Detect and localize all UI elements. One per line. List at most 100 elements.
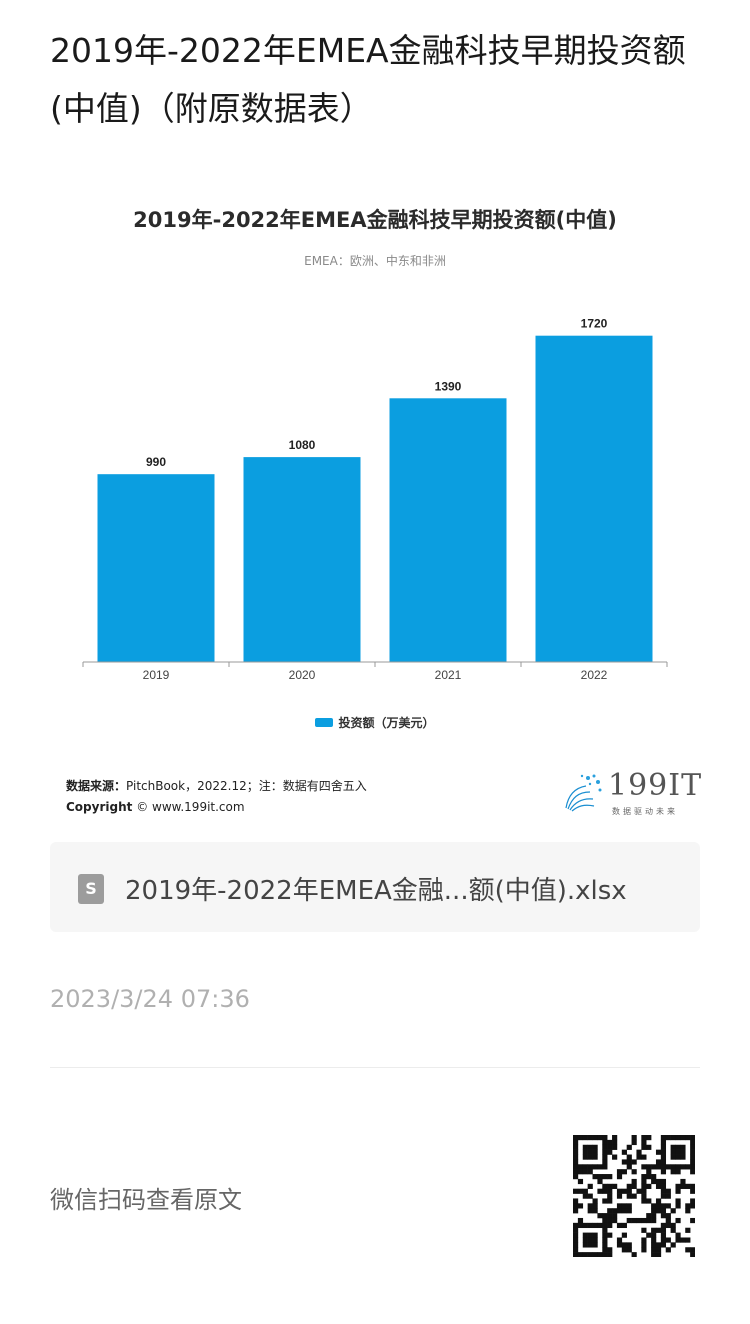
qr-module — [602, 1237, 608, 1243]
qr-module — [660, 1203, 667, 1209]
qr-module — [655, 1242, 662, 1248]
qr-module — [592, 1208, 598, 1214]
qr-module — [602, 1174, 608, 1180]
qr-module — [631, 1217, 637, 1224]
qr-module — [646, 1183, 652, 1189]
qr-module — [607, 1213, 613, 1219]
qr-module — [612, 1208, 618, 1214]
qr-module — [651, 1247, 657, 1253]
qr-module — [665, 1217, 671, 1224]
qr-module — [670, 1242, 676, 1248]
qr-module — [573, 1252, 579, 1257]
attachment-filename[interactable]: 2019年-2022年EMEA金融...额(中值).xlsx — [125, 876, 627, 906]
logo-text: 199IT — [608, 768, 703, 803]
qr-module — [675, 1203, 681, 1209]
qr-module — [660, 1227, 667, 1233]
qr-module — [675, 1164, 681, 1170]
qr-module — [631, 1252, 637, 1257]
qr-module — [651, 1208, 657, 1214]
qr-module — [582, 1149, 588, 1155]
qr-module — [616, 1193, 623, 1199]
file-icon-letter: S — [85, 879, 97, 898]
qr-module — [582, 1222, 588, 1229]
qr-module — [660, 1183, 667, 1189]
qr-module — [646, 1217, 652, 1224]
qr-module — [616, 1237, 623, 1243]
qr-module — [626, 1183, 632, 1189]
qr-module — [573, 1208, 579, 1214]
qr-module — [597, 1178, 603, 1185]
chart-legend: 投资额（万美元） — [50, 714, 700, 731]
qr-module — [616, 1188, 623, 1194]
qr-module — [592, 1252, 598, 1257]
qr-module — [573, 1144, 579, 1150]
qr-module — [616, 1222, 623, 1229]
qr-module — [592, 1135, 598, 1141]
qr-module — [670, 1227, 676, 1233]
qr-module — [651, 1232, 657, 1238]
qr-module — [587, 1144, 593, 1150]
qr-module — [582, 1164, 588, 1170]
qr-module — [680, 1154, 686, 1160]
qr-module — [597, 1164, 603, 1170]
qr-module — [612, 1135, 618, 1141]
qr-module — [607, 1193, 613, 1199]
qr-module — [636, 1217, 642, 1224]
qr-module — [602, 1183, 608, 1189]
qr-module — [636, 1154, 642, 1160]
qr-module — [660, 1213, 667, 1219]
attachment-card[interactable]: S 2019年-2022年EMEA金融...额(中值).xlsx — [50, 842, 700, 932]
qr-module — [675, 1232, 681, 1238]
qr-module — [573, 1154, 579, 1160]
qr-module — [651, 1252, 657, 1257]
qr-module — [631, 1139, 637, 1146]
bars-layer: 990 2019 1080 2020 1390 2021 1720 2022 — [82, 317, 668, 682]
qr-module — [577, 1252, 584, 1257]
qr-module — [665, 1247, 671, 1253]
source-label: 数据来源： — [66, 779, 127, 793]
qr-module — [641, 1237, 647, 1243]
qr-module — [675, 1169, 681, 1175]
qr-module — [646, 1169, 652, 1175]
qr-module — [592, 1222, 598, 1229]
tick-label-2020: 2020 — [289, 668, 316, 682]
qr-module — [607, 1139, 613, 1146]
qr-module — [646, 1232, 652, 1238]
source-line: 数据来源：PitchBook，2022.12；注：数据有四舍五入 — [66, 776, 367, 797]
qr-code[interactable] — [573, 1135, 695, 1257]
qr-module — [612, 1139, 618, 1146]
qr-module — [675, 1144, 681, 1150]
qr-module — [602, 1217, 608, 1224]
qr-module — [602, 1222, 608, 1229]
qr-module — [685, 1135, 691, 1141]
data-label-2021: 1390 — [435, 379, 462, 393]
qr-module — [616, 1174, 623, 1180]
chart-title: 2019年-2022年EMEA金融科技早期投资额(中值) — [133, 208, 617, 232]
qr-module — [651, 1227, 657, 1233]
qr-module — [597, 1252, 603, 1257]
qr-module — [690, 1164, 695, 1170]
qr-module — [602, 1144, 608, 1150]
qr-module — [660, 1159, 667, 1165]
qr-module — [592, 1242, 598, 1248]
chart-card: 990 2019 1080 2020 1390 2021 1720 2022 2019年-20… — [50, 190, 703, 830]
qr-module — [573, 1247, 579, 1253]
legend-label: 投资额（万美元） — [338, 716, 435, 730]
qr-module — [660, 1188, 667, 1194]
qr-module — [680, 1183, 686, 1189]
qr-module — [655, 1159, 662, 1165]
qr-module — [592, 1198, 598, 1204]
qr-module — [651, 1178, 657, 1185]
qr-module — [670, 1149, 676, 1155]
qr-module — [651, 1164, 657, 1170]
qr-module — [641, 1139, 647, 1146]
qr-module — [597, 1222, 603, 1229]
qr-module — [655, 1183, 662, 1189]
qr-module — [621, 1222, 627, 1229]
qr-module — [651, 1174, 657, 1180]
qr-module — [602, 1164, 608, 1170]
qr-module — [651, 1237, 657, 1243]
bar-2020 — [243, 457, 361, 662]
qr-module — [587, 1183, 593, 1189]
qr-module — [690, 1135, 695, 1141]
